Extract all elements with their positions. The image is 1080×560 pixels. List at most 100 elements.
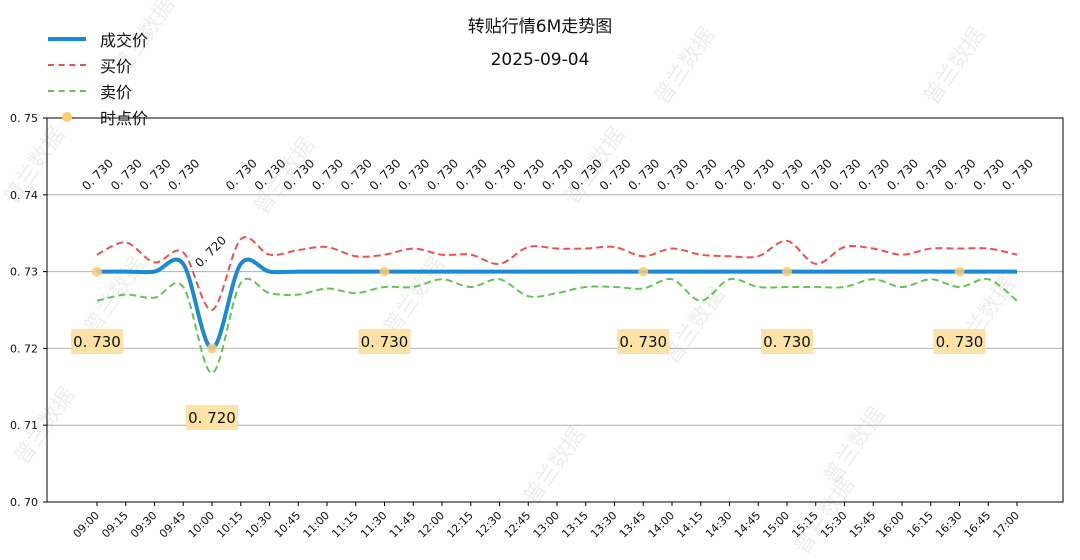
legend-item-ask-price: 卖价 [48, 78, 148, 104]
x-tick-label: 09:30 [128, 509, 160, 541]
value-label: 0. 730 [740, 156, 777, 193]
solid-line-swatch-icon [48, 33, 86, 45]
x-tick-label: 14:00 [646, 509, 678, 541]
x-tick-label: 09:45 [157, 509, 189, 541]
x-tick-label: 10:00 [186, 509, 218, 541]
value-label: 0. 730 [913, 156, 950, 193]
value-label: 0. 730 [625, 156, 662, 193]
x-tick-label: 12:15 [444, 509, 476, 541]
x-tick-label: 15:00 [761, 509, 793, 541]
label-box [617, 328, 670, 354]
boxed-price-label: 0. 730 [71, 328, 123, 354]
value-label: 0. 730 [223, 156, 260, 193]
x-tick-label: 09:00 [71, 509, 103, 541]
legend-item-point-price: 时点价 [48, 104, 148, 130]
x-tick-label: 12:45 [502, 509, 534, 541]
y-tick-label: 0. 71 [10, 419, 38, 432]
value-label: 0. 730 [855, 156, 892, 193]
boxed-price-label: 0. 730 [617, 328, 670, 354]
point-price-marker [954, 266, 965, 277]
value-label: 0. 730 [424, 156, 461, 193]
x-tick-label: 13:30 [588, 509, 620, 541]
watermark-text: 普兰数据 [79, 253, 150, 339]
label-text: 0. 730 [73, 333, 121, 351]
value-label: 0. 730 [942, 156, 979, 193]
x-tick-label: 16:15 [904, 509, 936, 541]
ask-price-line [96, 277, 1018, 374]
label-text: 0. 730 [619, 333, 667, 351]
watermark-text: 普兰数据 [379, 253, 450, 339]
x-tick-label: 16:45 [962, 509, 994, 541]
value-label: 0. 730 [712, 156, 749, 193]
dashed-green-swatch-icon [48, 85, 86, 97]
label-box [186, 405, 238, 431]
dashed-red-swatch-icon [48, 59, 86, 71]
label-box [933, 328, 986, 354]
label-text: 0. 730 [361, 333, 409, 351]
x-tick-label: 13:00 [531, 509, 563, 541]
chart-title: 转贴行情6M走势图 [467, 17, 613, 37]
value-label: 0. 730 [338, 156, 375, 193]
deal-price-line [97, 257, 1017, 351]
value-label: 0. 730 [798, 156, 835, 193]
legend-item-deal-price: 成交价 [48, 26, 148, 52]
point-price-marker [782, 266, 792, 277]
label-box [761, 328, 813, 354]
value-label: 0. 730 [827, 156, 864, 193]
watermark-text: 普兰数据 [659, 283, 730, 369]
value-label: 0. 730 [970, 156, 1007, 193]
x-tick-label: 10:30 [243, 509, 275, 541]
label-text: 0. 730 [763, 333, 811, 351]
x-tick-label: 10:45 [272, 509, 304, 541]
legend: 成交价 买价 卖价 时点价 [48, 26, 148, 130]
x-tick-label: 10:15 [214, 509, 246, 541]
value-label: 0. 730 [482, 156, 519, 193]
x-tick-label: 14:45 [732, 509, 764, 541]
watermark-text: 普兰数据 [519, 423, 590, 509]
x-tick-label: 11:00 [301, 509, 333, 541]
x-tick-label: 13:45 [617, 509, 649, 541]
y-tick-label: 0. 72 [10, 342, 38, 355]
value-label: 0. 730 [79, 156, 116, 193]
boxed-price-label: 0. 730 [358, 328, 411, 354]
x-tick-label: 12:00 [416, 509, 448, 541]
y-tick-label: 0. 74 [10, 189, 38, 202]
value-label: 0. 730 [165, 156, 202, 193]
value-label: 0. 730 [769, 156, 806, 193]
y-tick-label: 0. 75 [10, 112, 38, 125]
value-label: 0. 730 [654, 156, 691, 193]
value-label: 0. 730 [137, 156, 174, 193]
x-tick-label: 09:15 [99, 509, 131, 541]
x-tick-label: 13:15 [559, 509, 591, 541]
label-box [358, 328, 411, 354]
value-label: 0. 730 [309, 156, 346, 193]
plot-frame [46, 117, 1064, 503]
x-tick-label: 16:30 [933, 509, 965, 541]
watermark-text: 普兰数据 [789, 473, 860, 559]
x-tick-label: 14:15 [674, 509, 706, 541]
x-tick-label: 11:30 [358, 509, 390, 541]
label-box [71, 328, 123, 354]
chart-subtitle: 2025-09-04 [490, 50, 590, 70]
value-label: 0. 730 [395, 156, 432, 193]
point-price-marker [638, 266, 649, 277]
label-text: 0. 730 [936, 333, 984, 351]
value-label: 0. 730 [453, 156, 490, 193]
point-price-marker [207, 343, 217, 354]
x-tick-label: 15:45 [847, 509, 879, 541]
legend-item-bid-price: 买价 [48, 52, 148, 78]
x-tick-label: 11:15 [329, 509, 361, 541]
bid-price-line [96, 236, 1018, 311]
watermark-text: 普兰数据 [819, 403, 890, 489]
value-label: 0. 730 [510, 156, 547, 193]
x-tick-label: 11:45 [387, 509, 419, 541]
x-tick-label: 12:30 [473, 509, 505, 541]
x-tick-label: 14:30 [703, 509, 735, 541]
value-label: 0. 730 [683, 156, 720, 193]
value-label: 0. 730 [367, 156, 404, 193]
y-tick-label: 0. 73 [10, 266, 38, 279]
point-price-marker [92, 266, 102, 277]
value-label: 0. 730 [884, 156, 921, 193]
